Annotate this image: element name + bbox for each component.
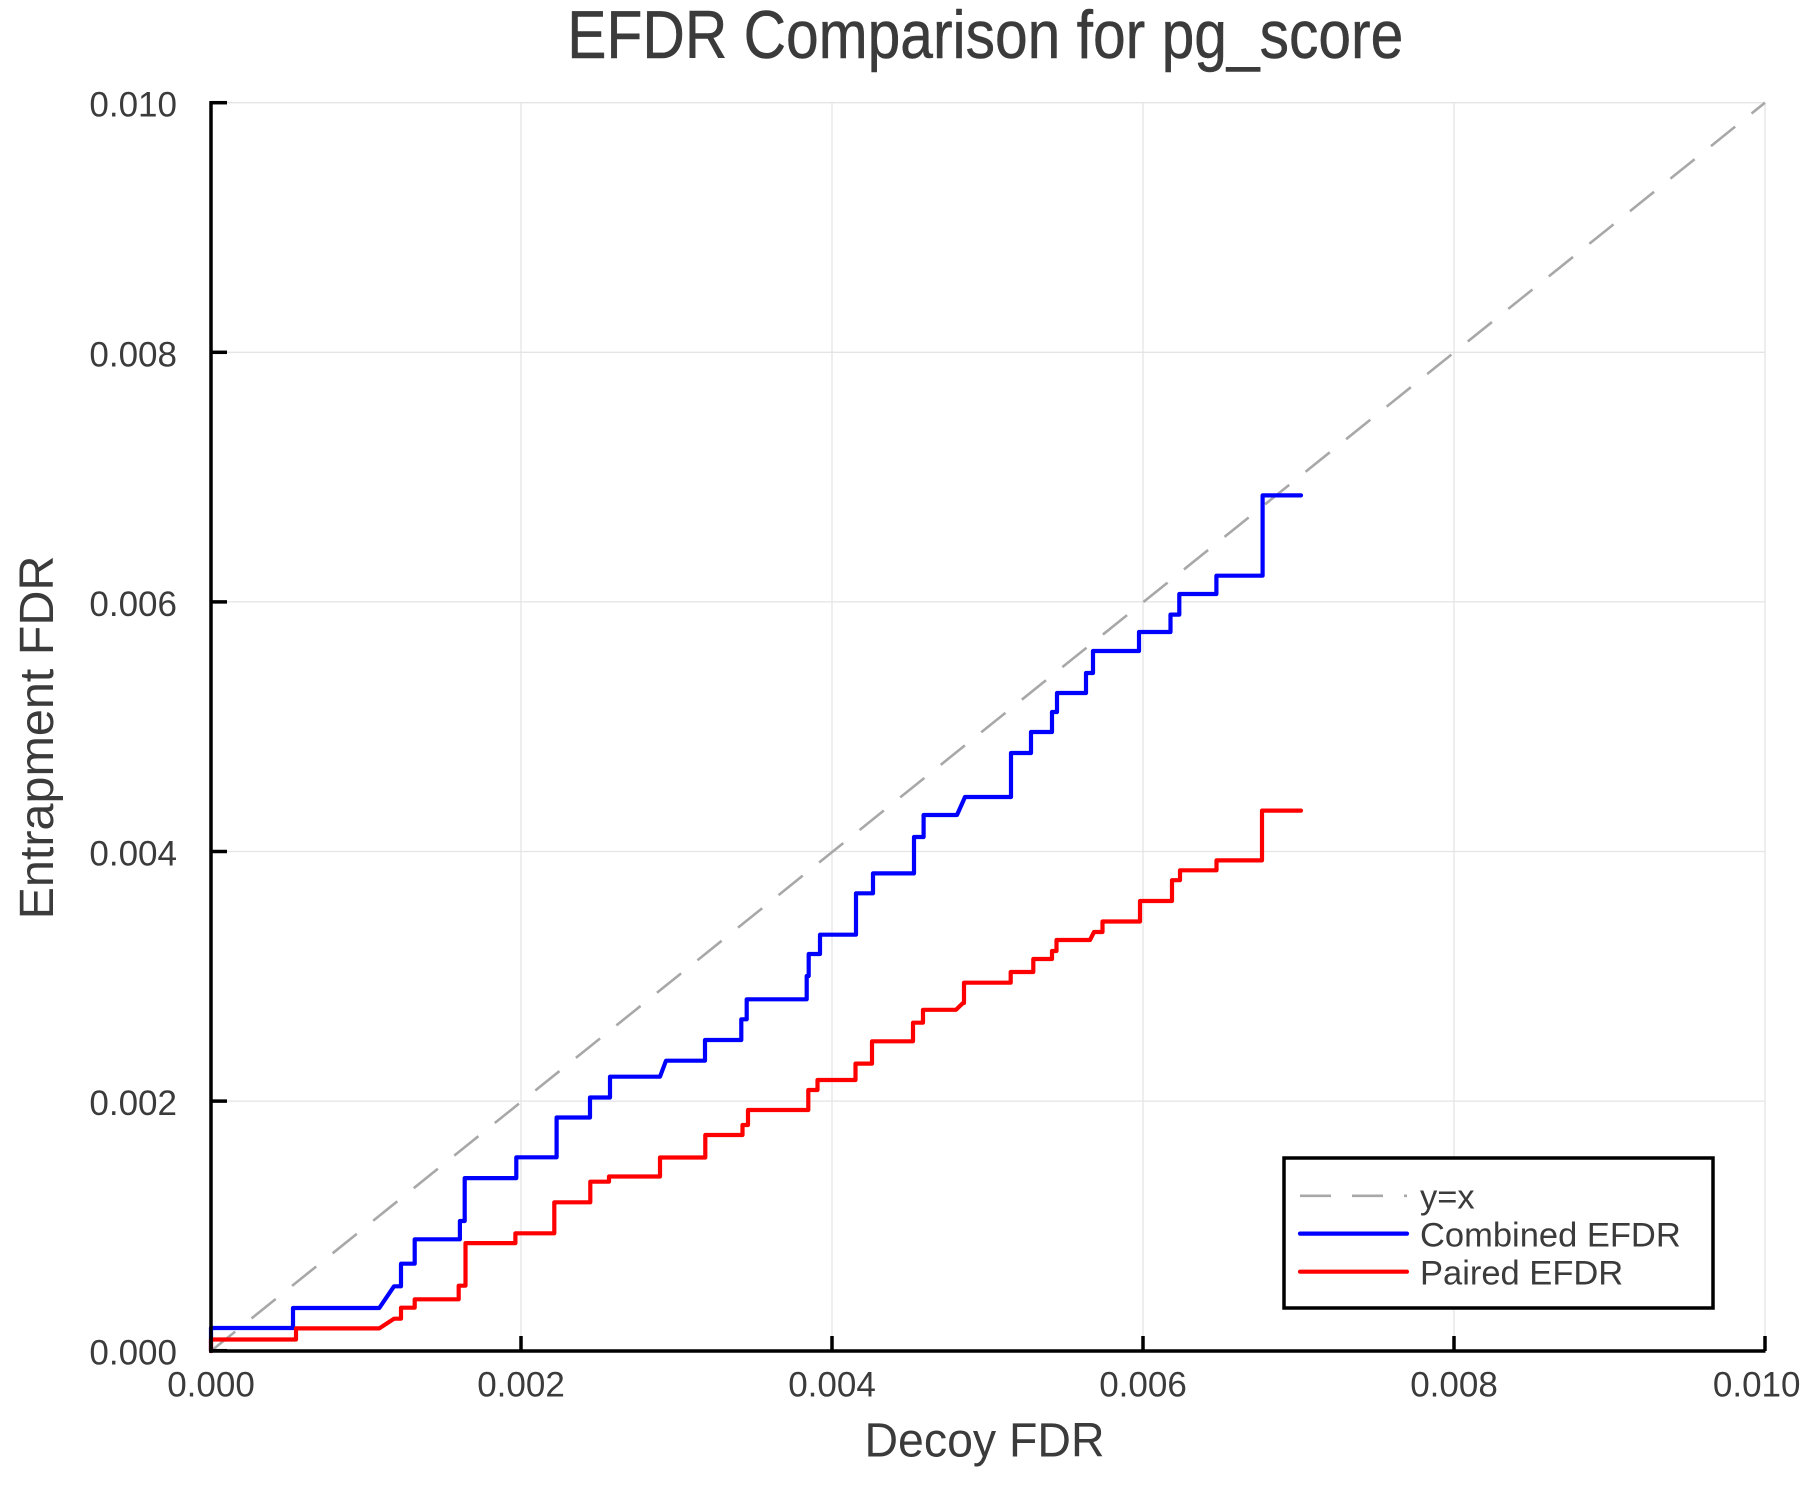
svg-text:Combined EFDR: Combined EFDR bbox=[1420, 1217, 1681, 1255]
svg-text:Paired EFDR: Paired EFDR bbox=[1420, 1255, 1623, 1293]
svg-text:0.000: 0.000 bbox=[167, 1366, 255, 1405]
svg-text:0.006: 0.006 bbox=[1099, 1366, 1187, 1405]
svg-text:0.002: 0.002 bbox=[89, 1084, 177, 1123]
svg-text:0.008: 0.008 bbox=[89, 335, 177, 374]
svg-text:0.008: 0.008 bbox=[1410, 1366, 1498, 1405]
svg-text:Entrapment FDR: Entrapment FDR bbox=[10, 556, 64, 920]
svg-text:0.002: 0.002 bbox=[477, 1366, 565, 1405]
svg-text:Decoy FDR: Decoy FDR bbox=[865, 1414, 1105, 1468]
svg-text:0.010: 0.010 bbox=[1713, 1366, 1800, 1405]
svg-text:0.004: 0.004 bbox=[788, 1366, 876, 1405]
svg-text:y=x: y=x bbox=[1420, 1179, 1475, 1217]
svg-text:0.010: 0.010 bbox=[89, 86, 177, 125]
svg-text:0.000: 0.000 bbox=[89, 1334, 177, 1373]
svg-text:EFDR Comparison for pg_score: EFDR Comparison for pg_score bbox=[567, 0, 1403, 73]
svg-text:0.006: 0.006 bbox=[89, 585, 177, 624]
svg-text:0.004: 0.004 bbox=[89, 835, 177, 874]
